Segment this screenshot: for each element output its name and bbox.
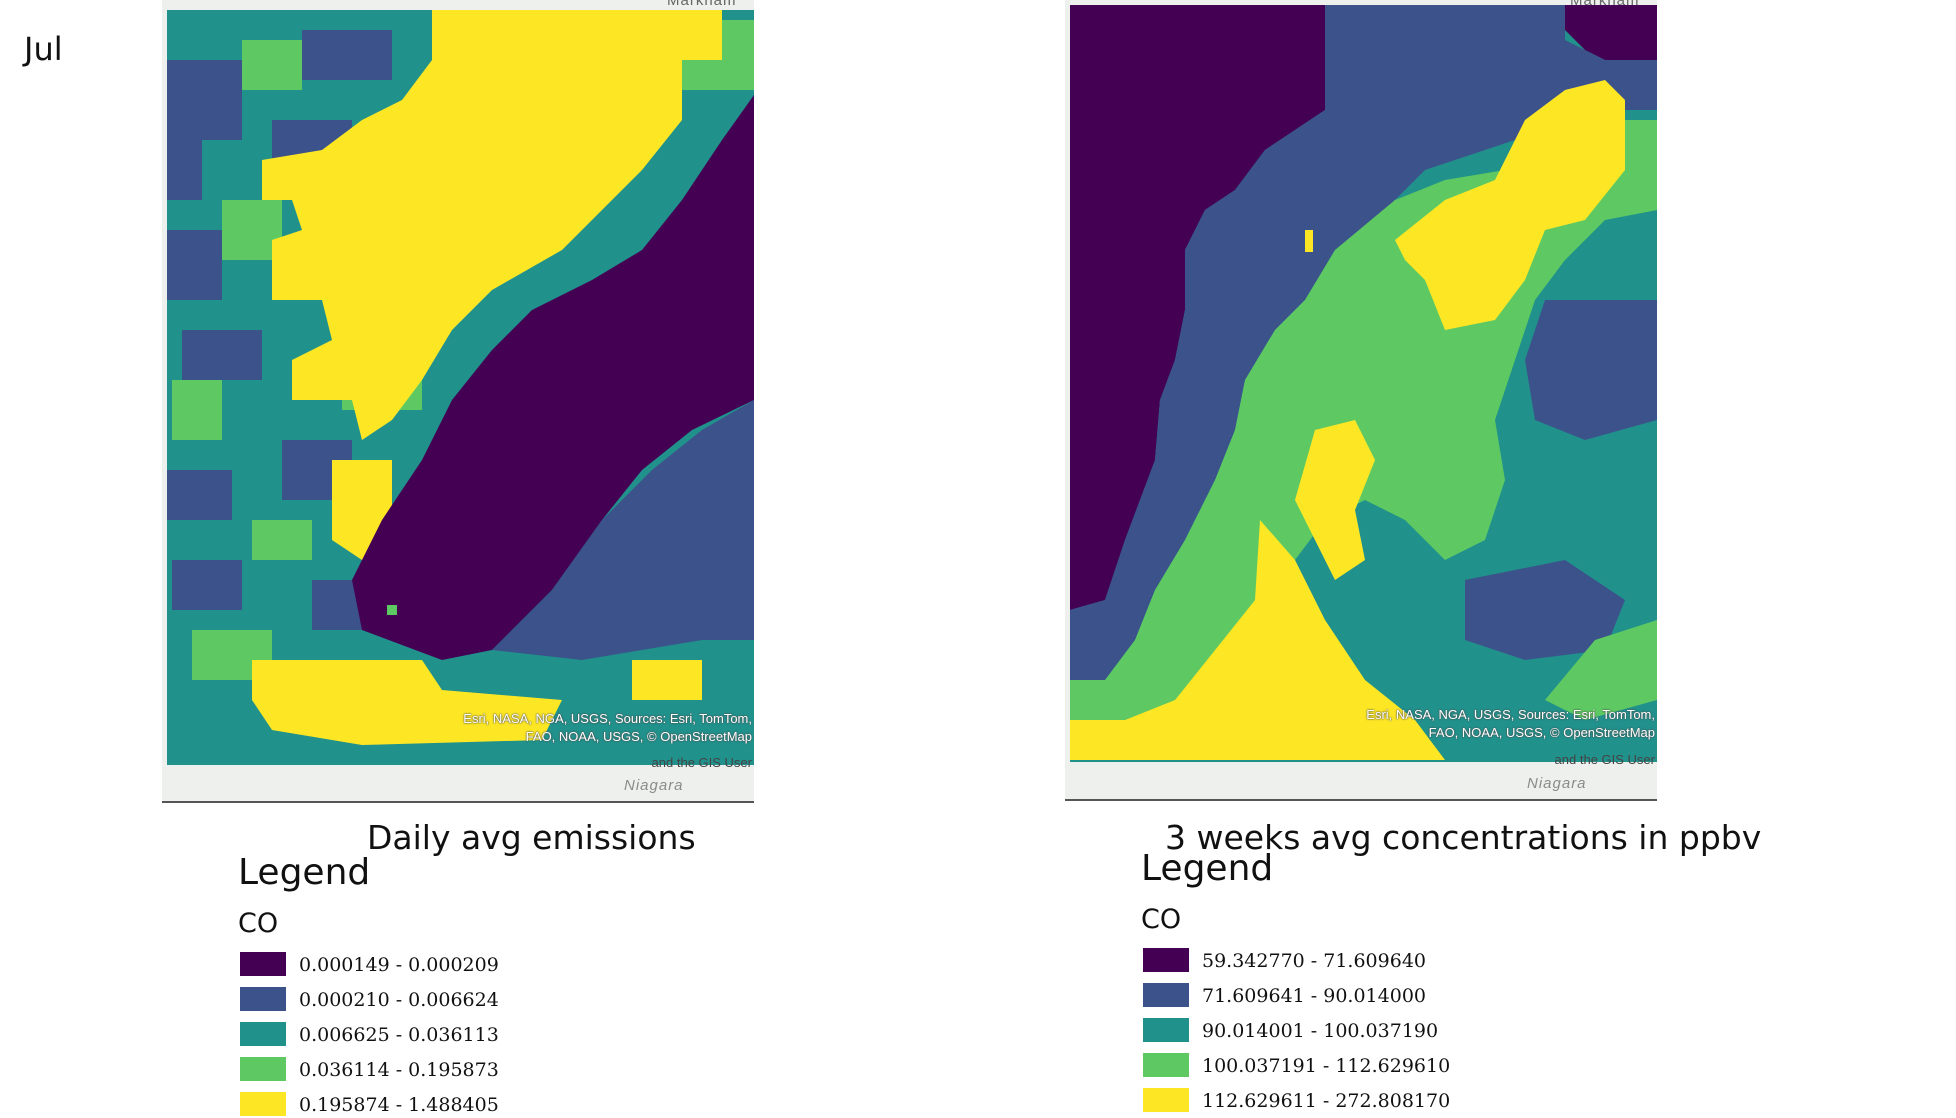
legend-swatch <box>1143 1088 1189 1112</box>
legend-swatch <box>1143 948 1189 972</box>
legend-range: 0.195874 - 1.488405 <box>299 1094 499 1116</box>
legend-swatch <box>240 1057 286 1081</box>
raster-cells <box>167 10 754 765</box>
month-label: Jul <box>24 30 63 68</box>
credit-tail: and the GIS User <box>651 755 752 770</box>
concentrations-legend-title: Legend <box>1141 848 1274 889</box>
emissions-legend-layer: CO <box>238 908 279 939</box>
credit-line-2: FAO, NOAA, USGS, © OpenStreetMap <box>525 729 752 744</box>
emissions-caption: Daily avg emissions <box>367 818 696 857</box>
credit-tail: and the GIS User <box>1554 752 1655 767</box>
legend-range: 0.000210 - 0.006624 <box>299 989 499 1011</box>
credit-line-1: Esri, NASA, NGA, USGS, Sources: Esri, To… <box>463 711 752 726</box>
legend-range: 0.006625 - 0.036113 <box>299 1024 499 1046</box>
legend-swatch <box>1143 1053 1189 1077</box>
legend-swatch <box>1143 983 1189 1007</box>
raster-cells <box>1070 5 1657 762</box>
legend-swatch <box>240 952 286 976</box>
credit-line-2: FAO, NOAA, USGS, © OpenStreetMap <box>1428 725 1655 740</box>
legend-range: 90.014001 - 100.037190 <box>1202 1020 1439 1042</box>
legend-range: 100.037191 - 112.629610 <box>1202 1055 1451 1077</box>
markham-label: Markham <box>1570 0 1640 9</box>
emissions-raster <box>162 0 754 801</box>
legend-range: 71.609641 - 90.014000 <box>1202 985 1426 1007</box>
concentrations-raster <box>1065 0 1657 799</box>
concentrations-map[interactable]: Niagara Esri, NASA, NGA, USGS, Sources: … <box>1065 0 1657 801</box>
emissions-map[interactable]: Niagara Esri, NASA, NGA, USGS, Sources: … <box>162 0 754 803</box>
legend-range: 112.629611 - 272.808170 <box>1202 1090 1451 1112</box>
concentrations-legend-layer: CO <box>1141 904 1182 935</box>
markham-label: Markham <box>667 0 737 9</box>
legend-swatch <box>240 987 286 1011</box>
legend-range: 0.000149 - 0.000209 <box>299 954 499 976</box>
legend-range: 59.342770 - 71.609640 <box>1202 950 1426 972</box>
legend-range: 0.036114 - 0.195873 <box>299 1059 499 1081</box>
niagara-label: Niagara <box>1527 775 1587 792</box>
basemap-credit: Esri, NASA, NGA, USGS, Sources: Esri, To… <box>463 710 752 746</box>
legend-swatch <box>240 1022 286 1046</box>
emissions-legend-title: Legend <box>238 852 371 893</box>
niagara-label: Niagara <box>624 777 684 794</box>
concentrations-caption: 3 weeks avg concentrations in ppbv <box>1165 818 1762 857</box>
legend-swatch <box>1143 1018 1189 1042</box>
basemap-credit: Esri, NASA, NGA, USGS, Sources: Esri, To… <box>1366 706 1655 742</box>
legend-swatch <box>240 1092 286 1116</box>
credit-line-1: Esri, NASA, NGA, USGS, Sources: Esri, To… <box>1366 707 1655 722</box>
